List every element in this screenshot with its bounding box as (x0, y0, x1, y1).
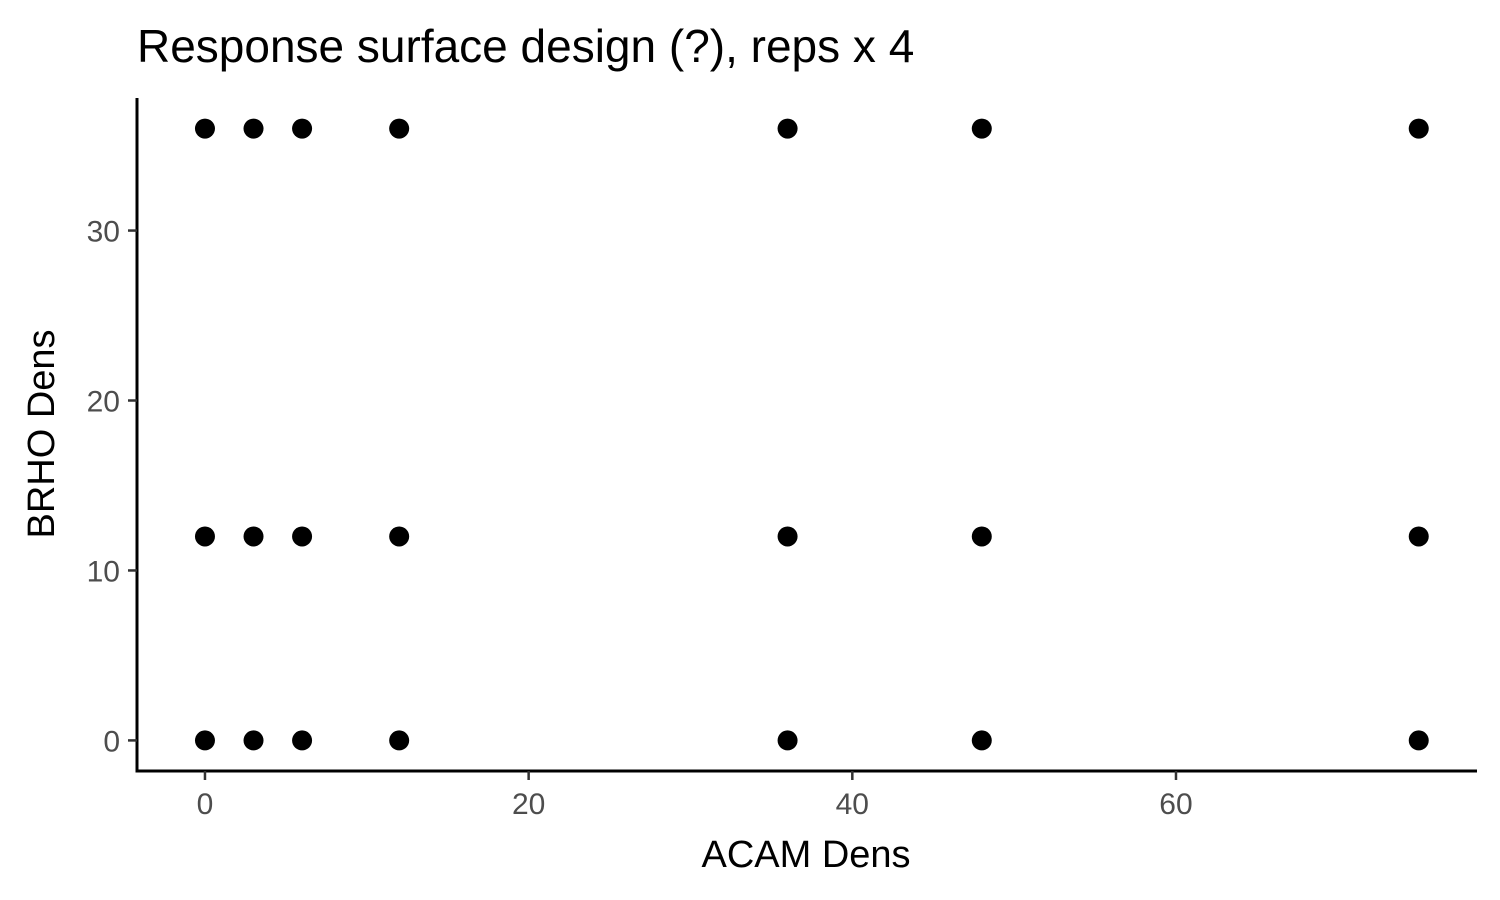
data-point (292, 730, 313, 751)
data-point (292, 118, 313, 139)
data-point (1408, 730, 1429, 751)
points-layer (194, 118, 1429, 751)
data-point (292, 526, 313, 547)
y-tick-label: 30 (87, 216, 120, 249)
y-tick-label: 10 (87, 555, 120, 588)
data-point (777, 526, 798, 547)
data-point (777, 730, 798, 751)
x-axis-ticks: 0 20 40 60 (197, 771, 1193, 821)
data-point (194, 118, 215, 139)
data-point (1408, 526, 1429, 547)
data-point (243, 526, 264, 547)
data-point (971, 526, 992, 547)
data-point (194, 526, 215, 547)
data-point (194, 730, 215, 751)
data-point (777, 118, 798, 139)
data-point (971, 730, 992, 751)
x-tick-label: 40 (836, 788, 869, 821)
data-point (389, 118, 410, 139)
chart-title: Response surface design (?), reps x 4 (137, 20, 914, 72)
data-point (389, 730, 410, 751)
data-point (1408, 118, 1429, 139)
data-point (389, 526, 410, 547)
x-tick-label: 20 (512, 788, 545, 821)
data-point (243, 118, 264, 139)
y-tick-label: 20 (87, 386, 120, 419)
y-axis-title: BRHO Dens (21, 329, 63, 538)
x-axis-title: ACAM Dens (701, 834, 910, 876)
data-point (971, 118, 992, 139)
data-point (243, 730, 264, 751)
y-tick-label: 0 (103, 725, 120, 758)
x-tick-label: 60 (1159, 788, 1192, 821)
x-tick-label: 0 (197, 788, 214, 821)
y-axis-ticks: 0 10 20 30 (87, 216, 137, 758)
